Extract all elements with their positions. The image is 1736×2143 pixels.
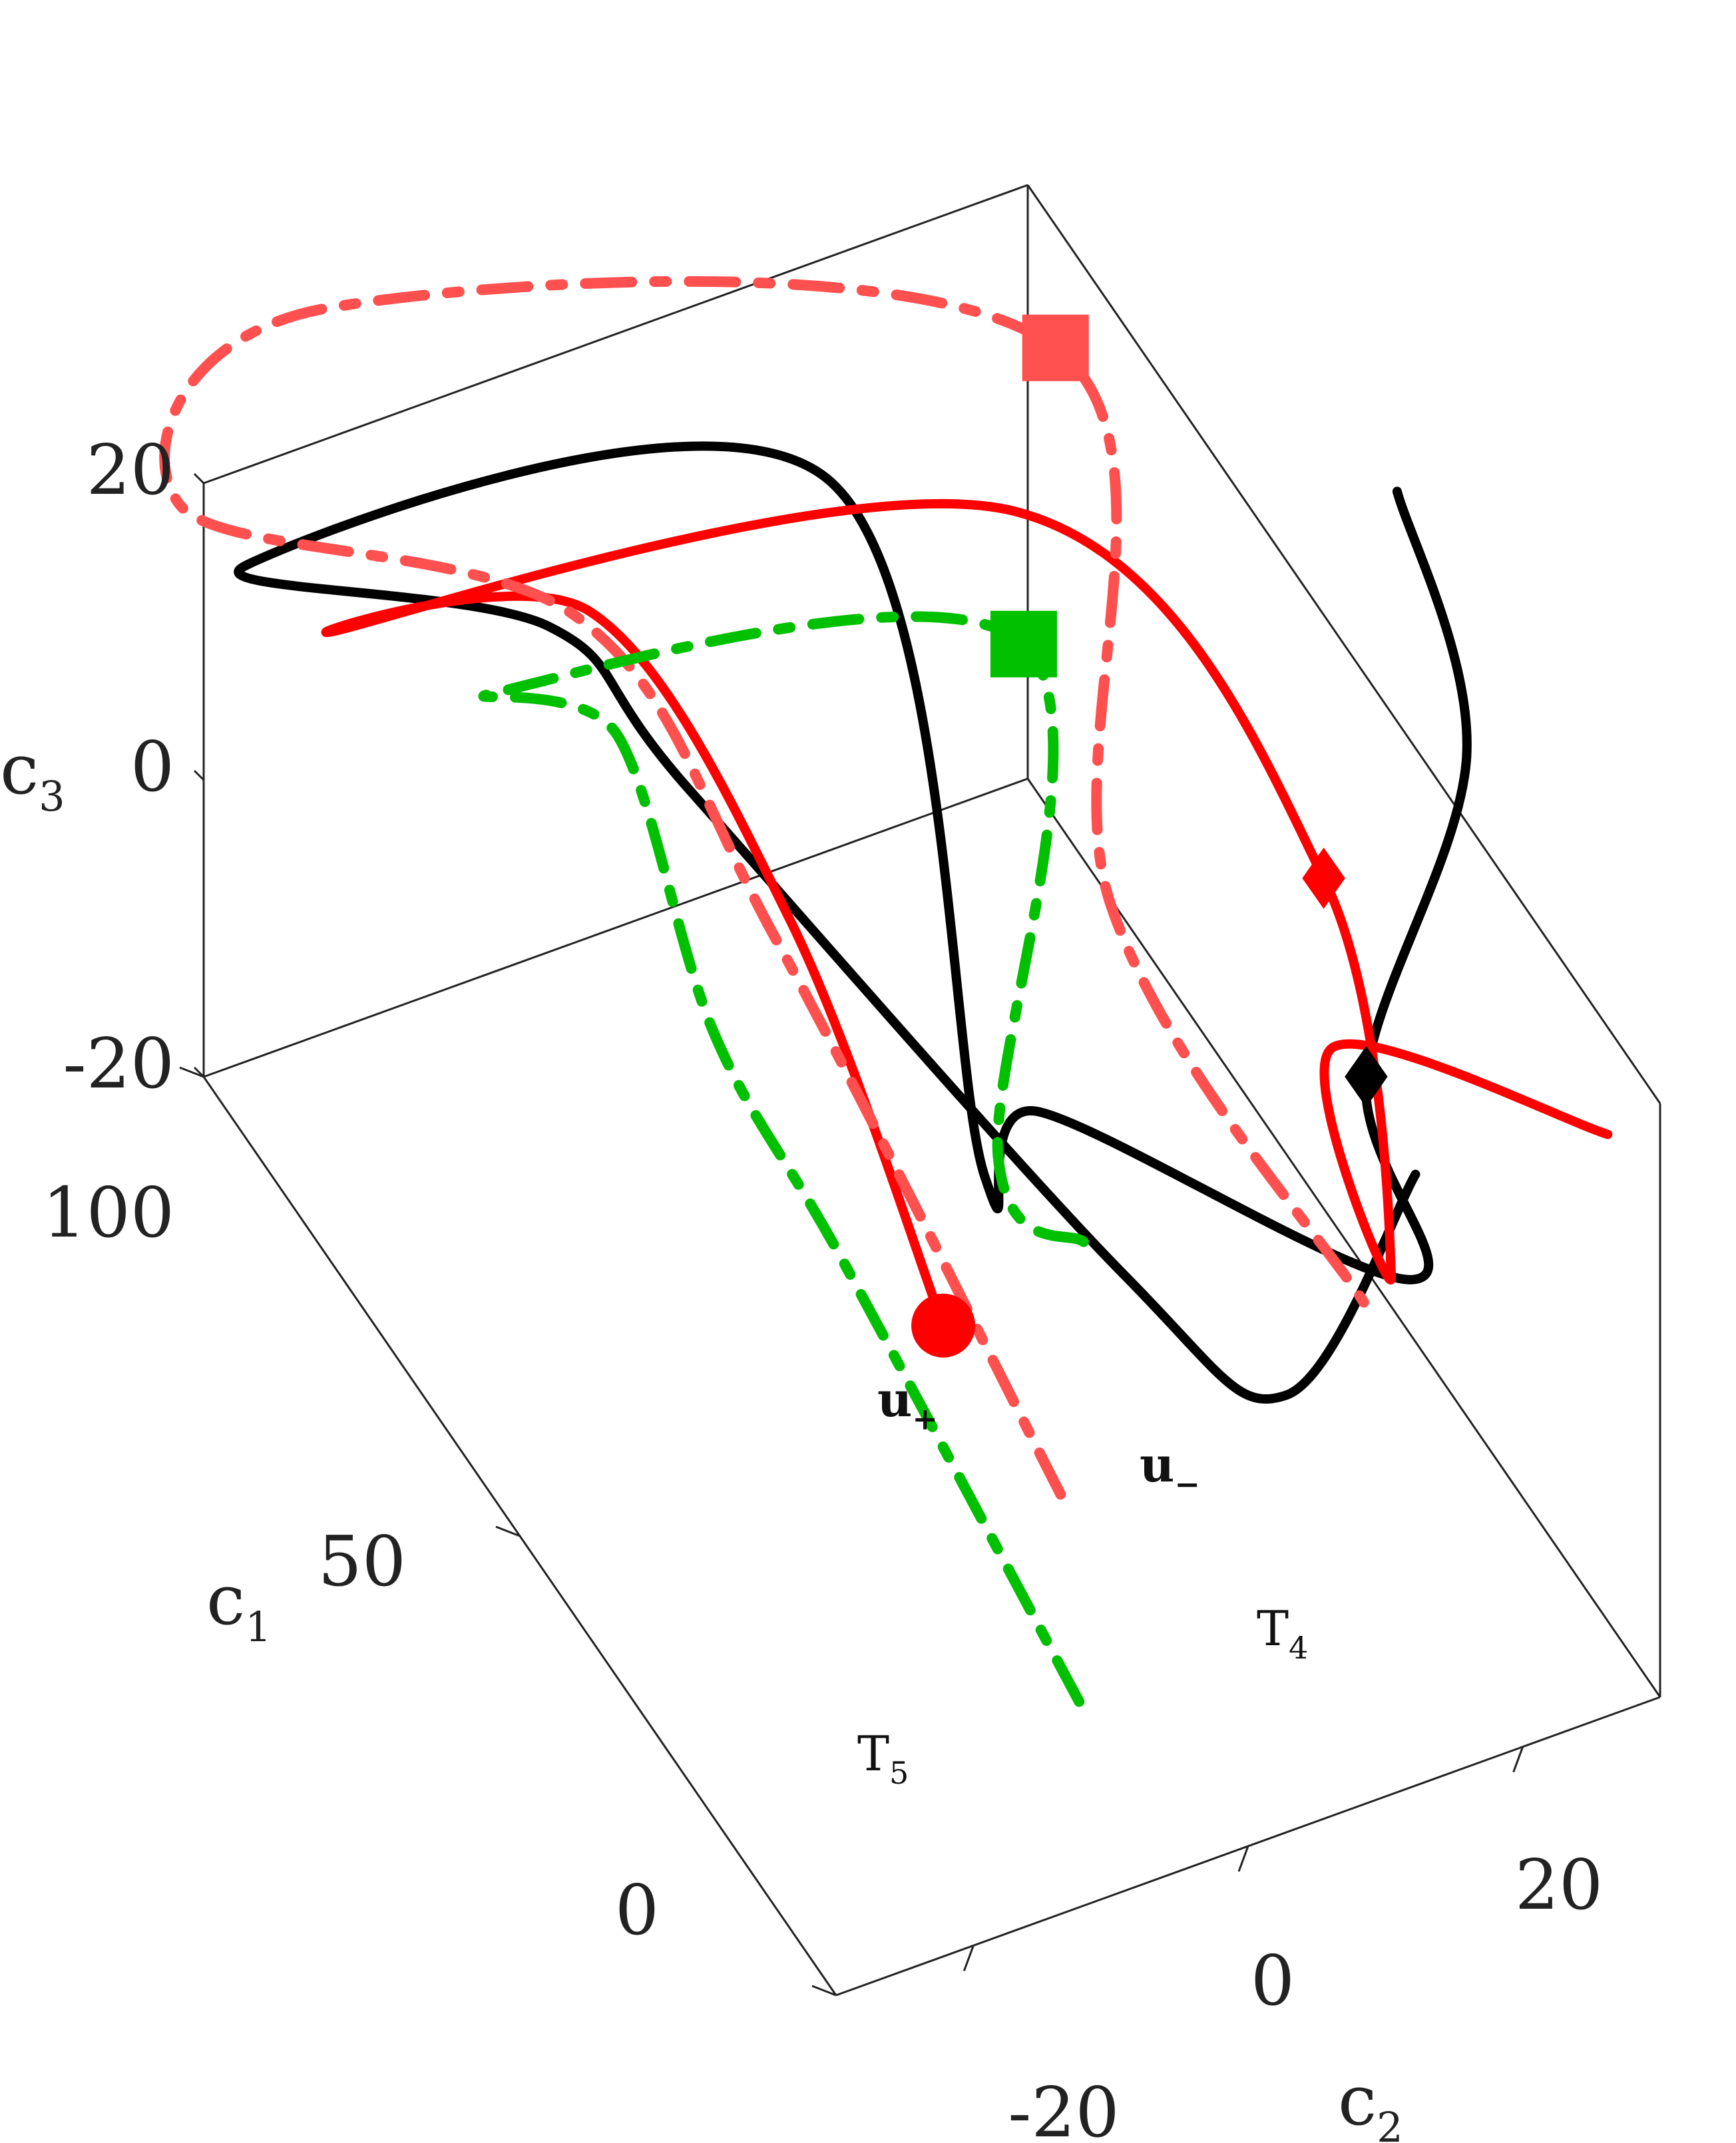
series-u-plus-solid-line — [321, 498, 1613, 1330]
t4-label: T4 — [1257, 1601, 1308, 1666]
series-u-plus-solid-circle-marker — [911, 1293, 976, 1358]
c2-tick-label-20: 20 — [1515, 1844, 1603, 1925]
u-minus-label: u− — [1140, 1436, 1200, 1502]
u-plus-label: u+ — [877, 1371, 938, 1437]
series-t5-square-marker — [990, 610, 1057, 678]
c3-tick-mark — [193, 769, 205, 781]
axis-ticks — [179, 473, 1524, 1997]
c3-tick-label-minus20: -20 — [63, 1023, 174, 1104]
box-edge-c2-floor-back — [203, 777, 1028, 1078]
series-u-minus-dashed-square-marker — [1022, 314, 1089, 381]
c1-tick-mark — [811, 1985, 837, 1997]
marker-layer — [911, 314, 1388, 1358]
c2-tick-mark — [1237, 1846, 1249, 1872]
c1-tick-mark — [495, 1525, 521, 1537]
c3-tick-label-0: 0 — [130, 726, 174, 807]
series-t4-line — [234, 441, 1472, 1404]
series-t4-diamond-marker — [1345, 1046, 1388, 1107]
axes-box — [202, 184, 1661, 1997]
c3-tick-label-20: 20 — [87, 429, 174, 510]
c3-axis-label: c3 — [0, 729, 65, 821]
series-u-plus-solid-diamond-marker — [1302, 847, 1345, 909]
c1-tick-label-100: 100 — [42, 1172, 174, 1253]
c1-tick-mark — [179, 1066, 204, 1078]
box-edge-c1-top-right — [1026, 184, 1661, 1104]
c2-tick-label-minus20: -20 — [1008, 2072, 1119, 2143]
series-u-minus-dashed-line — [159, 276, 1369, 1500]
c3-tick-mark — [193, 473, 205, 485]
c2-tick-mark — [1512, 1746, 1524, 1773]
series-layer — [159, 276, 1613, 1707]
c2-tick-label-0: 0 — [1251, 1940, 1295, 2021]
c1-tick-label-0: 0 — [615, 1869, 659, 1951]
box-edge-c1-floor-right — [1026, 778, 1661, 1698]
c1-tick-label-50: 50 — [318, 1521, 406, 1602]
c2-axis-label: c2 — [1338, 2060, 1403, 2143]
series-t5-line — [478, 611, 1090, 1707]
box-edge-c2-top-back — [203, 184, 1028, 485]
c1-axis-label: c1 — [206, 1559, 272, 1651]
c2-tick-mark — [963, 1945, 975, 1971]
t5-label: T5 — [857, 1726, 909, 1791]
